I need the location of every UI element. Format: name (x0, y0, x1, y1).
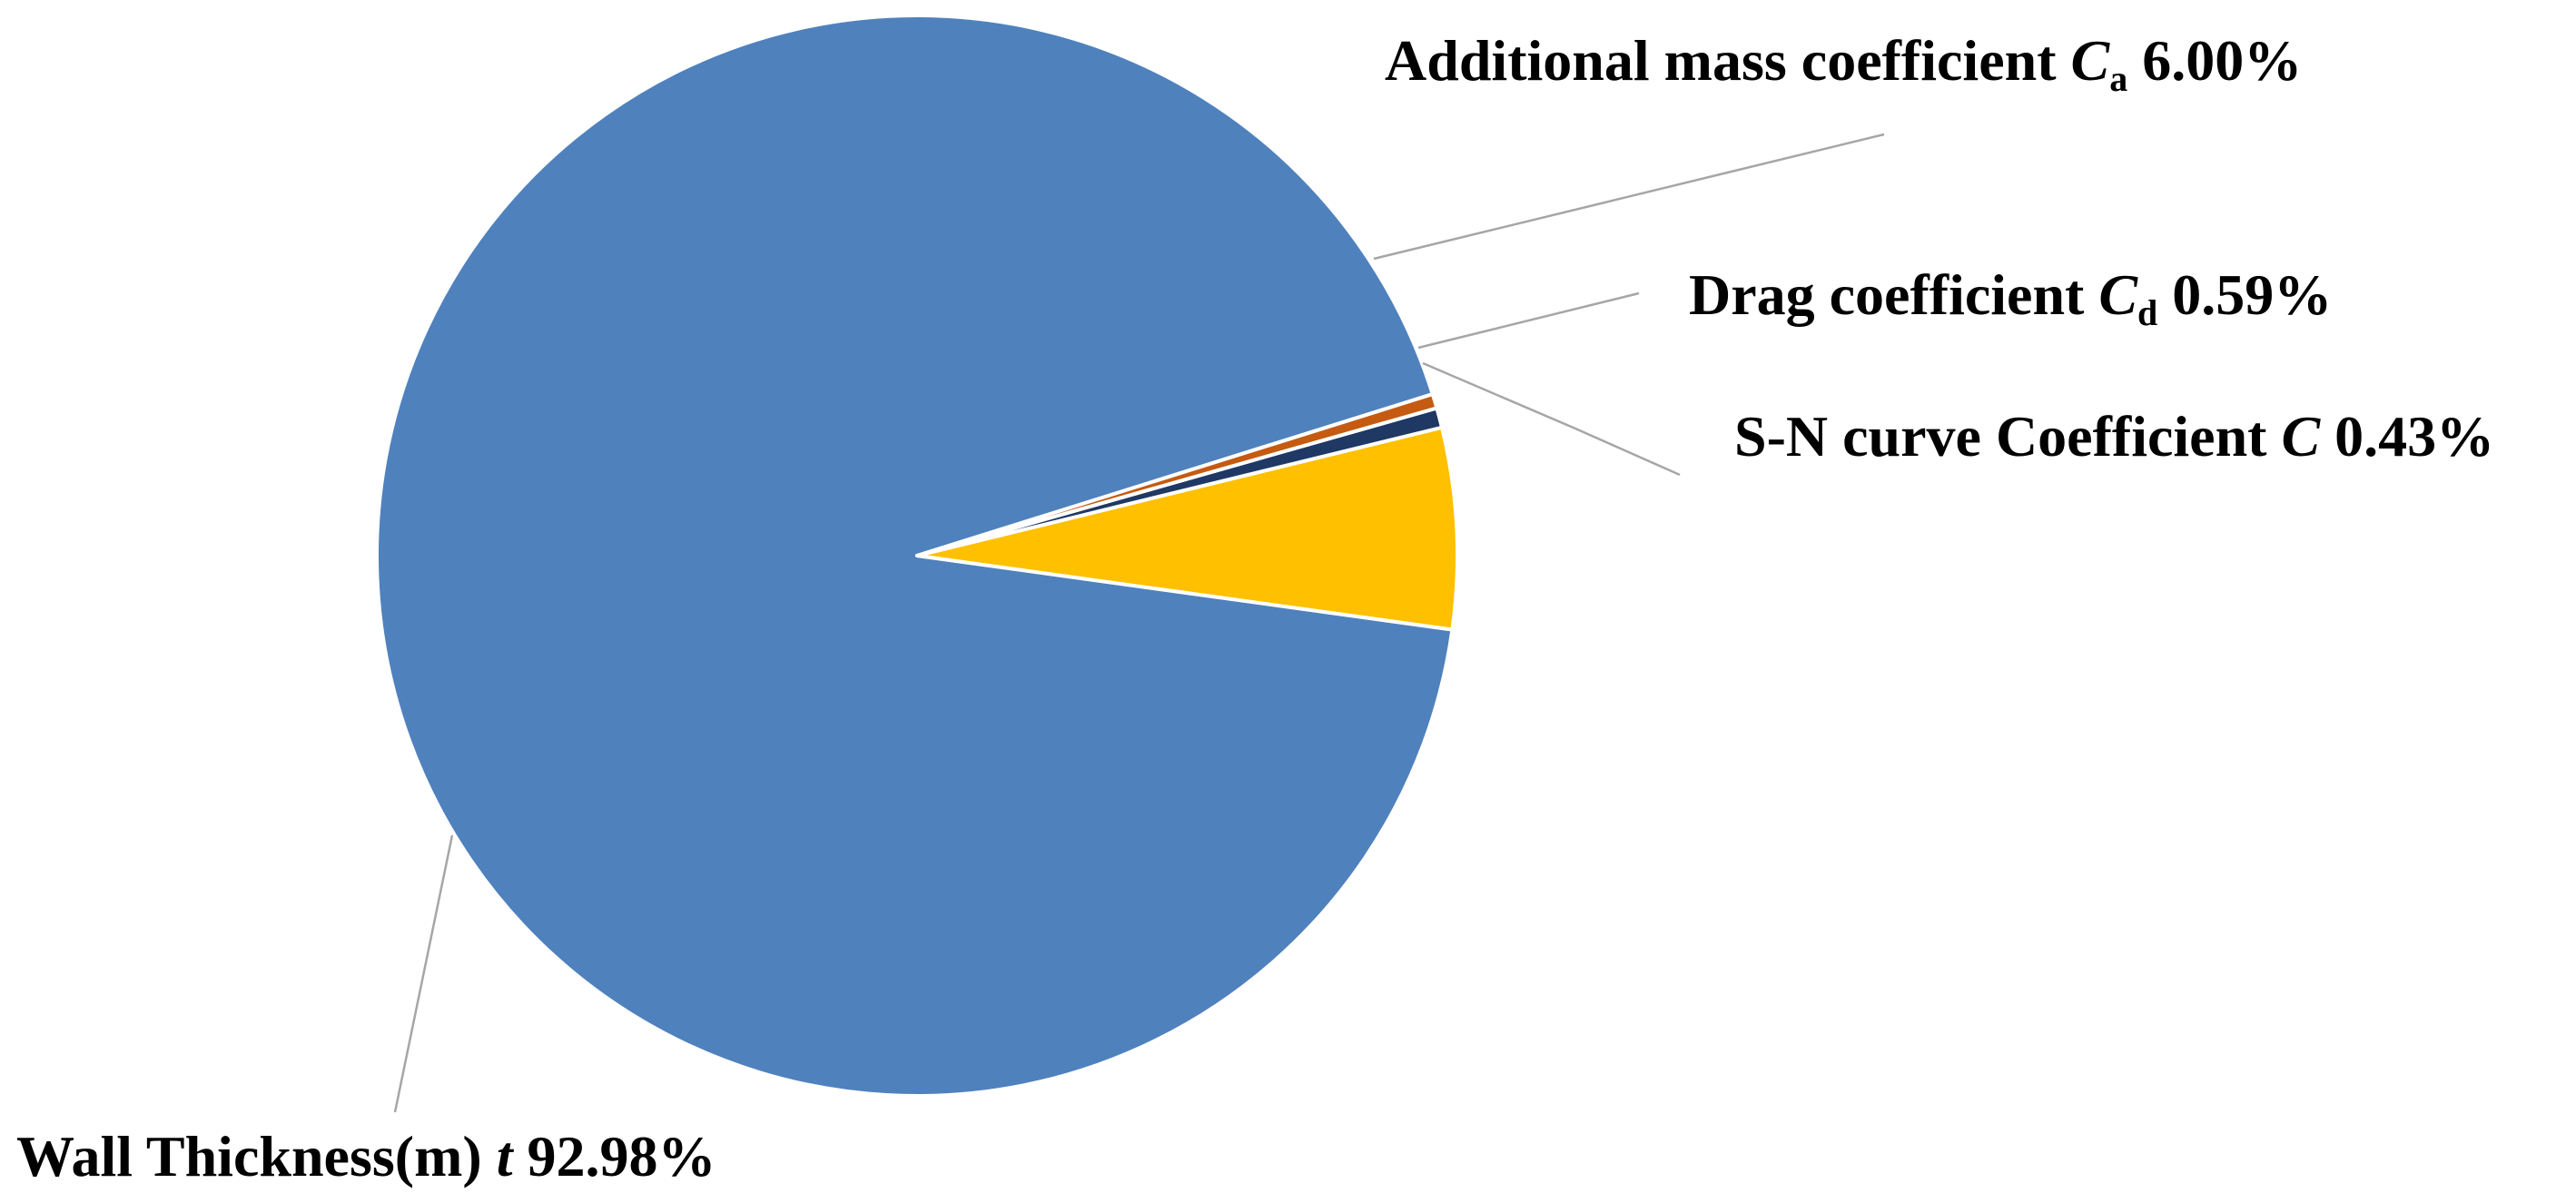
pie-slice-wall-thickness-m (375, 14, 1455, 1098)
data-label-value: 6.00% (2127, 28, 2302, 93)
leader-line-drag-coefficient (1417, 291, 1640, 350)
data-label-subscript: d (2137, 292, 2157, 333)
data-label-subscript: a (2109, 58, 2127, 99)
data-label-name: Drag coefficient (1689, 262, 2098, 327)
data-label-wall-thickness-m: Wall Thickness(m) t 92.98% (16, 1124, 716, 1188)
data-label-value: 0.59% (2157, 262, 2332, 327)
pie-slice-additional-mass-coefficient (915, 425, 1459, 632)
data-label-name: Wall Thickness(m) (16, 1124, 497, 1188)
data-label-name: Additional mass coefficient (1385, 28, 2071, 93)
leader-line-additional-mass-coefficient (1373, 133, 1885, 261)
data-label-symbol: t (497, 1124, 515, 1188)
data-label-value: 92.98% (512, 1124, 716, 1188)
data-label-value: 0.43% (2320, 404, 2494, 468)
data-label-drag-coefficient: Drag coefficient Cd 0.59% (1689, 262, 2332, 333)
leader-line-s-n-curve-coefficient (1422, 361, 1681, 477)
pie-slices (375, 14, 1459, 1098)
data-label-symbol: C (2098, 262, 2138, 327)
data-labels: Wall Thickness(m) t 92.98% Additional mas… (16, 28, 2494, 1188)
leader-line-wall-thickness-m (393, 834, 454, 1113)
leader-lines (393, 133, 1885, 1113)
data-label-symbol: C (2281, 404, 2321, 468)
pie-slice-s-n-curve-coefficient (915, 392, 1439, 557)
data-label-s-n-curve-coefficient: S-N curve Coefficient C 0.43% (1734, 404, 2494, 468)
data-label-additional-mass-coefficient: Additional mass coefficient Ca 6.00% (1385, 28, 2302, 99)
data-label-symbol: C (2071, 28, 2111, 93)
data-label-name: S-N curve Coefficient (1734, 404, 2281, 468)
